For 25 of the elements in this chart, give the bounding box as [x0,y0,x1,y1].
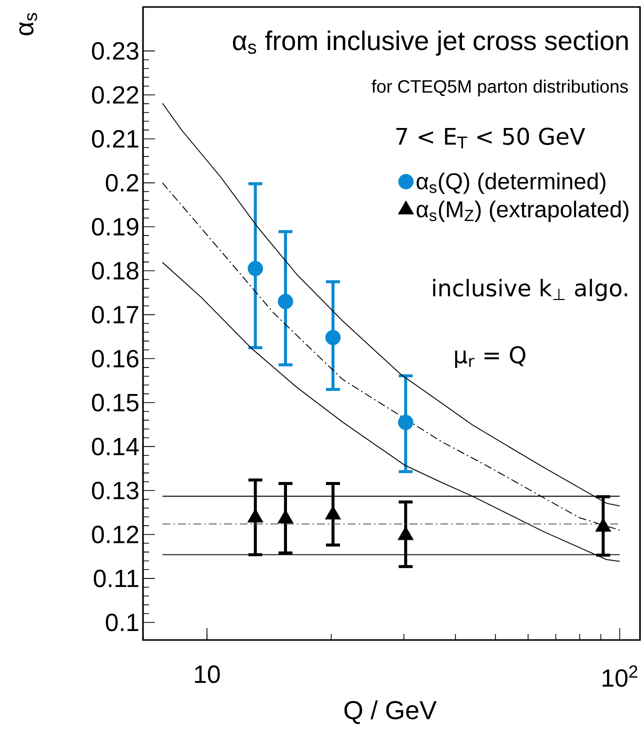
y-tick-label: 0.21 [92,130,138,148]
text: for CTEQ5M parton distributions [372,80,628,96]
y-tick-label: 0.12 [92,526,138,544]
y-tick-label: 0.15 [92,394,138,412]
x-tick-label: 10 [194,665,220,684]
y-tick-label: 0.18 [92,262,138,280]
y-axis-title: α$_{s}$ [19,12,38,36]
x-axis-title: Q / GeV [344,700,437,724]
y-tick-label: 0.2 [106,174,138,192]
legend-label: α$_{s}$(M$_{Z}$) (extrapolated) [416,200,628,222]
y-tick-label: 0.17 [92,306,138,324]
x-tick-label: 10$^{2}$ [602,665,638,687]
y-tick-label: 0.14 [92,438,139,456]
annotation: μ$_{r}$ = Q [455,346,526,368]
y-tick-label: 0.19 [92,218,138,236]
annotation: 7 < E$_{T}$ < 50 GeV [396,128,586,148]
y-tick-label: 0.13 [92,482,138,500]
annotation: inclusive k$_{⊥}$ algo. [433,278,628,302]
y-tick-label: 0.22 [92,86,138,104]
y-tick-label: 0.16 [92,350,138,368]
y-tick-label: 0.23 [92,42,138,60]
legend-label: α$_{s}$(Q) (determined) [416,172,606,194]
y-tick-label: 0.1 [106,614,138,632]
text: α$_{s}$ from inclusive jet cross section [232,30,628,56]
y-tick-label: 0.11 [94,570,138,588]
